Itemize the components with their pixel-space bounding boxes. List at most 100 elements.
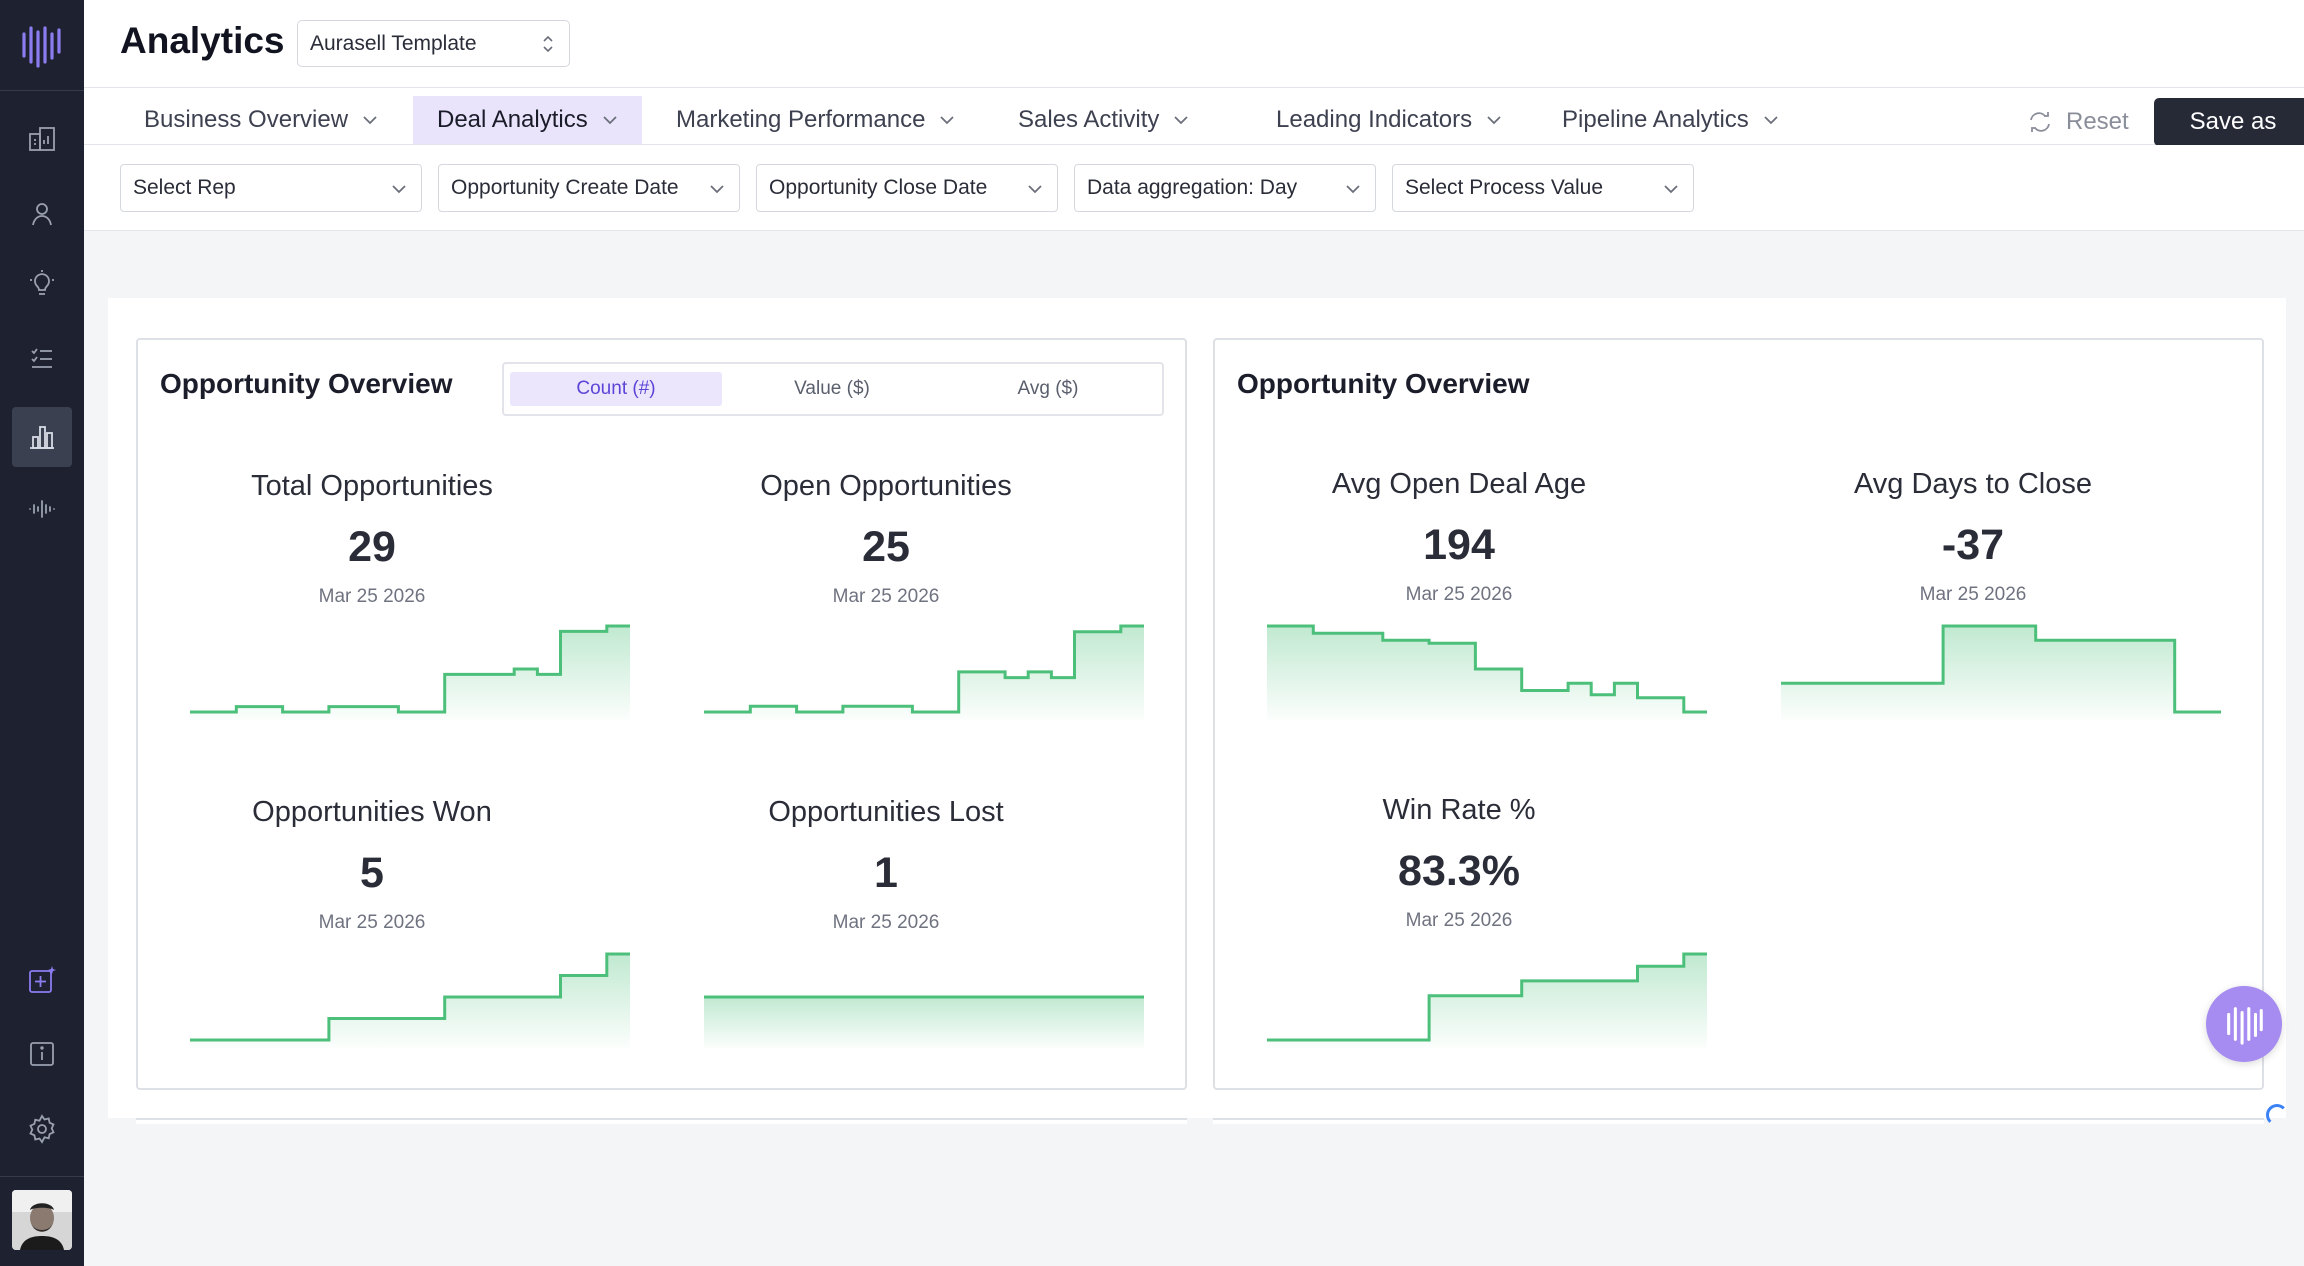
select-rep-filter[interactable]: Select Rep bbox=[120, 164, 422, 212]
info-icon[interactable] bbox=[12, 1024, 72, 1084]
metric-date: Mar 25 2026 bbox=[832, 586, 940, 607]
tab-label: Pipeline Analytics bbox=[1562, 106, 1749, 133]
tab-label: Sales Activity bbox=[1018, 106, 1160, 133]
sparkline-avg-open-deal-age bbox=[1267, 624, 1707, 720]
tab-business-overview[interactable]: Business Overview bbox=[120, 96, 402, 144]
metric-avg-open-deal-age: Avg Open Deal Age 194 Mar 25 2026 bbox=[1239, 468, 1679, 606]
logo-icon bbox=[2227, 1007, 2263, 1045]
filter-label: Opportunity Close Date bbox=[769, 176, 988, 199]
metric-label: Avg Days to Close bbox=[1853, 468, 2093, 500]
reset-label: Reset bbox=[2066, 108, 2129, 135]
segment-avg[interactable]: Avg ($) bbox=[1017, 378, 1079, 399]
reset-button[interactable]: Reset bbox=[2026, 102, 2129, 142]
tab-deal-analytics[interactable]: Deal Analytics bbox=[413, 96, 642, 144]
opportunity-overview-card-count: Opportunity Overview Count (#) Value ($)… bbox=[136, 338, 1187, 1090]
top-header: Analytics Aurasell Template bbox=[84, 0, 2304, 88]
segment-value[interactable]: Value ($) bbox=[794, 378, 870, 399]
filter-bar: Select Rep Opportunity Create Date Oppor… bbox=[84, 145, 2304, 231]
card-title: Opportunity Overview bbox=[1237, 368, 1530, 399]
process-value-filter[interactable]: Select Process Value bbox=[1392, 164, 1694, 212]
chevron-down-icon bbox=[710, 185, 724, 194]
tab-pipeline-analytics[interactable]: Pipeline Analytics bbox=[1538, 96, 1803, 144]
save-as-button[interactable]: Save as bbox=[2154, 98, 2304, 146]
sparkline-line bbox=[1267, 624, 1707, 714]
sparkline-line bbox=[1267, 952, 1707, 1042]
user-icon[interactable] bbox=[12, 184, 72, 244]
sparkline-area bbox=[704, 626, 1144, 720]
metric-label: Avg Open Deal Age bbox=[1331, 468, 1587, 500]
sparkline-opportunities-won bbox=[190, 952, 630, 1048]
logo-icon[interactable] bbox=[18, 22, 66, 70]
metric-value: 25 bbox=[862, 523, 910, 571]
lightbulb-icon[interactable] bbox=[12, 254, 72, 314]
metric-label: Opportunities Lost bbox=[768, 796, 1004, 828]
reset-icon bbox=[2030, 112, 2050, 132]
metric-open-opportunities: Open Opportunities 25 Mar 25 2026 bbox=[666, 470, 1106, 608]
metric-value: 5 bbox=[360, 849, 384, 897]
sparkline-area bbox=[1781, 626, 2221, 720]
metric-label: Win Rate % bbox=[1382, 794, 1536, 826]
waveform-icon[interactable] bbox=[12, 479, 72, 539]
card-title: Opportunity Overview bbox=[160, 368, 453, 399]
tab-label: Marketing Performance bbox=[676, 106, 926, 133]
template-select[interactable]: Aurasell Template bbox=[297, 20, 570, 67]
metric-value: 194 bbox=[1423, 521, 1495, 569]
metric-date: Mar 25 2026 bbox=[318, 586, 426, 607]
gear-icon[interactable] bbox=[12, 1099, 72, 1159]
assistant-button[interactable] bbox=[2206, 986, 2282, 1062]
sparkline-area bbox=[190, 954, 630, 1048]
sidebar-divider bbox=[0, 1176, 84, 1177]
tab-label: Business Overview bbox=[144, 106, 349, 133]
page-title: Analytics bbox=[120, 20, 285, 61]
chevron-down-icon bbox=[392, 185, 406, 194]
metric-value: -37 bbox=[1941, 521, 2005, 569]
filter-label: Select Process Value bbox=[1405, 176, 1604, 199]
sparkline-line bbox=[190, 624, 630, 714]
building-chart-icon[interactable] bbox=[12, 108, 72, 168]
metric-date: Mar 25 2026 bbox=[1405, 910, 1513, 931]
data-aggregation-filter[interactable]: Data aggregation: Day bbox=[1074, 164, 1376, 212]
chevron-down-icon bbox=[1174, 116, 1189, 125]
metric-date: Mar 25 2026 bbox=[832, 912, 940, 933]
chevron-down-icon bbox=[1664, 185, 1678, 194]
tab-leading-indicators[interactable]: Leading Indicators bbox=[1252, 96, 1526, 144]
chevron-down-icon bbox=[363, 116, 377, 125]
metric-value: 1 bbox=[874, 849, 898, 897]
tab-sales-activity[interactable]: Sales Activity bbox=[994, 96, 1213, 144]
tab-marketing-performance[interactable]: Marketing Performance bbox=[652, 96, 979, 144]
add-sparkle-icon[interactable] bbox=[12, 950, 72, 1010]
metric-label: Open Opportunities bbox=[760, 470, 1012, 502]
bar-chart-icon[interactable] bbox=[12, 407, 72, 467]
template-select-value: Aurasell Template bbox=[310, 31, 477, 55]
metric-date: Mar 25 2026 bbox=[318, 912, 426, 933]
metric-value: 29 bbox=[348, 523, 396, 571]
sparkline-area bbox=[1267, 954, 1707, 1048]
sparkline-line bbox=[704, 624, 1144, 714]
metric-label: Total Opportunities bbox=[251, 470, 493, 502]
sparkline-total-opportunities bbox=[190, 624, 630, 720]
sparkline-area bbox=[190, 626, 630, 720]
sparkline-line bbox=[1781, 624, 2221, 714]
checklist-icon[interactable] bbox=[12, 328, 72, 388]
tabs-bar: Business Overview Deal Analytics Marketi… bbox=[84, 88, 2304, 146]
filter-label: Select Rep bbox=[133, 176, 236, 199]
metric-mode-toggle: Count (#) Value ($) Avg ($) bbox=[502, 362, 1164, 416]
metric-label: Opportunities Won bbox=[252, 796, 492, 828]
sparkline-open-opportunities bbox=[704, 624, 1144, 720]
sidebar-divider bbox=[0, 90, 84, 91]
next-card-edge bbox=[136, 1118, 1187, 1124]
segment-count[interactable]: Count (#) bbox=[510, 372, 722, 406]
opportunity-close-date-filter[interactable]: Opportunity Close Date bbox=[756, 164, 1058, 212]
sidebar bbox=[0, 0, 84, 1266]
chevron-down-icon bbox=[1028, 185, 1042, 194]
opportunity-create-date-filter[interactable]: Opportunity Create Date bbox=[438, 164, 740, 212]
sparkline-area bbox=[704, 997, 1144, 1048]
sparkline-area bbox=[1267, 626, 1707, 720]
next-card-edge bbox=[1213, 1118, 2264, 1124]
chevron-down-icon bbox=[1487, 116, 1501, 125]
avatar[interactable] bbox=[12, 1190, 72, 1250]
updown-chevron-icon bbox=[543, 35, 553, 53]
chevron-down-icon bbox=[603, 116, 617, 125]
chevron-down-icon bbox=[1346, 185, 1360, 194]
tab-label: Leading Indicators bbox=[1276, 106, 1473, 133]
